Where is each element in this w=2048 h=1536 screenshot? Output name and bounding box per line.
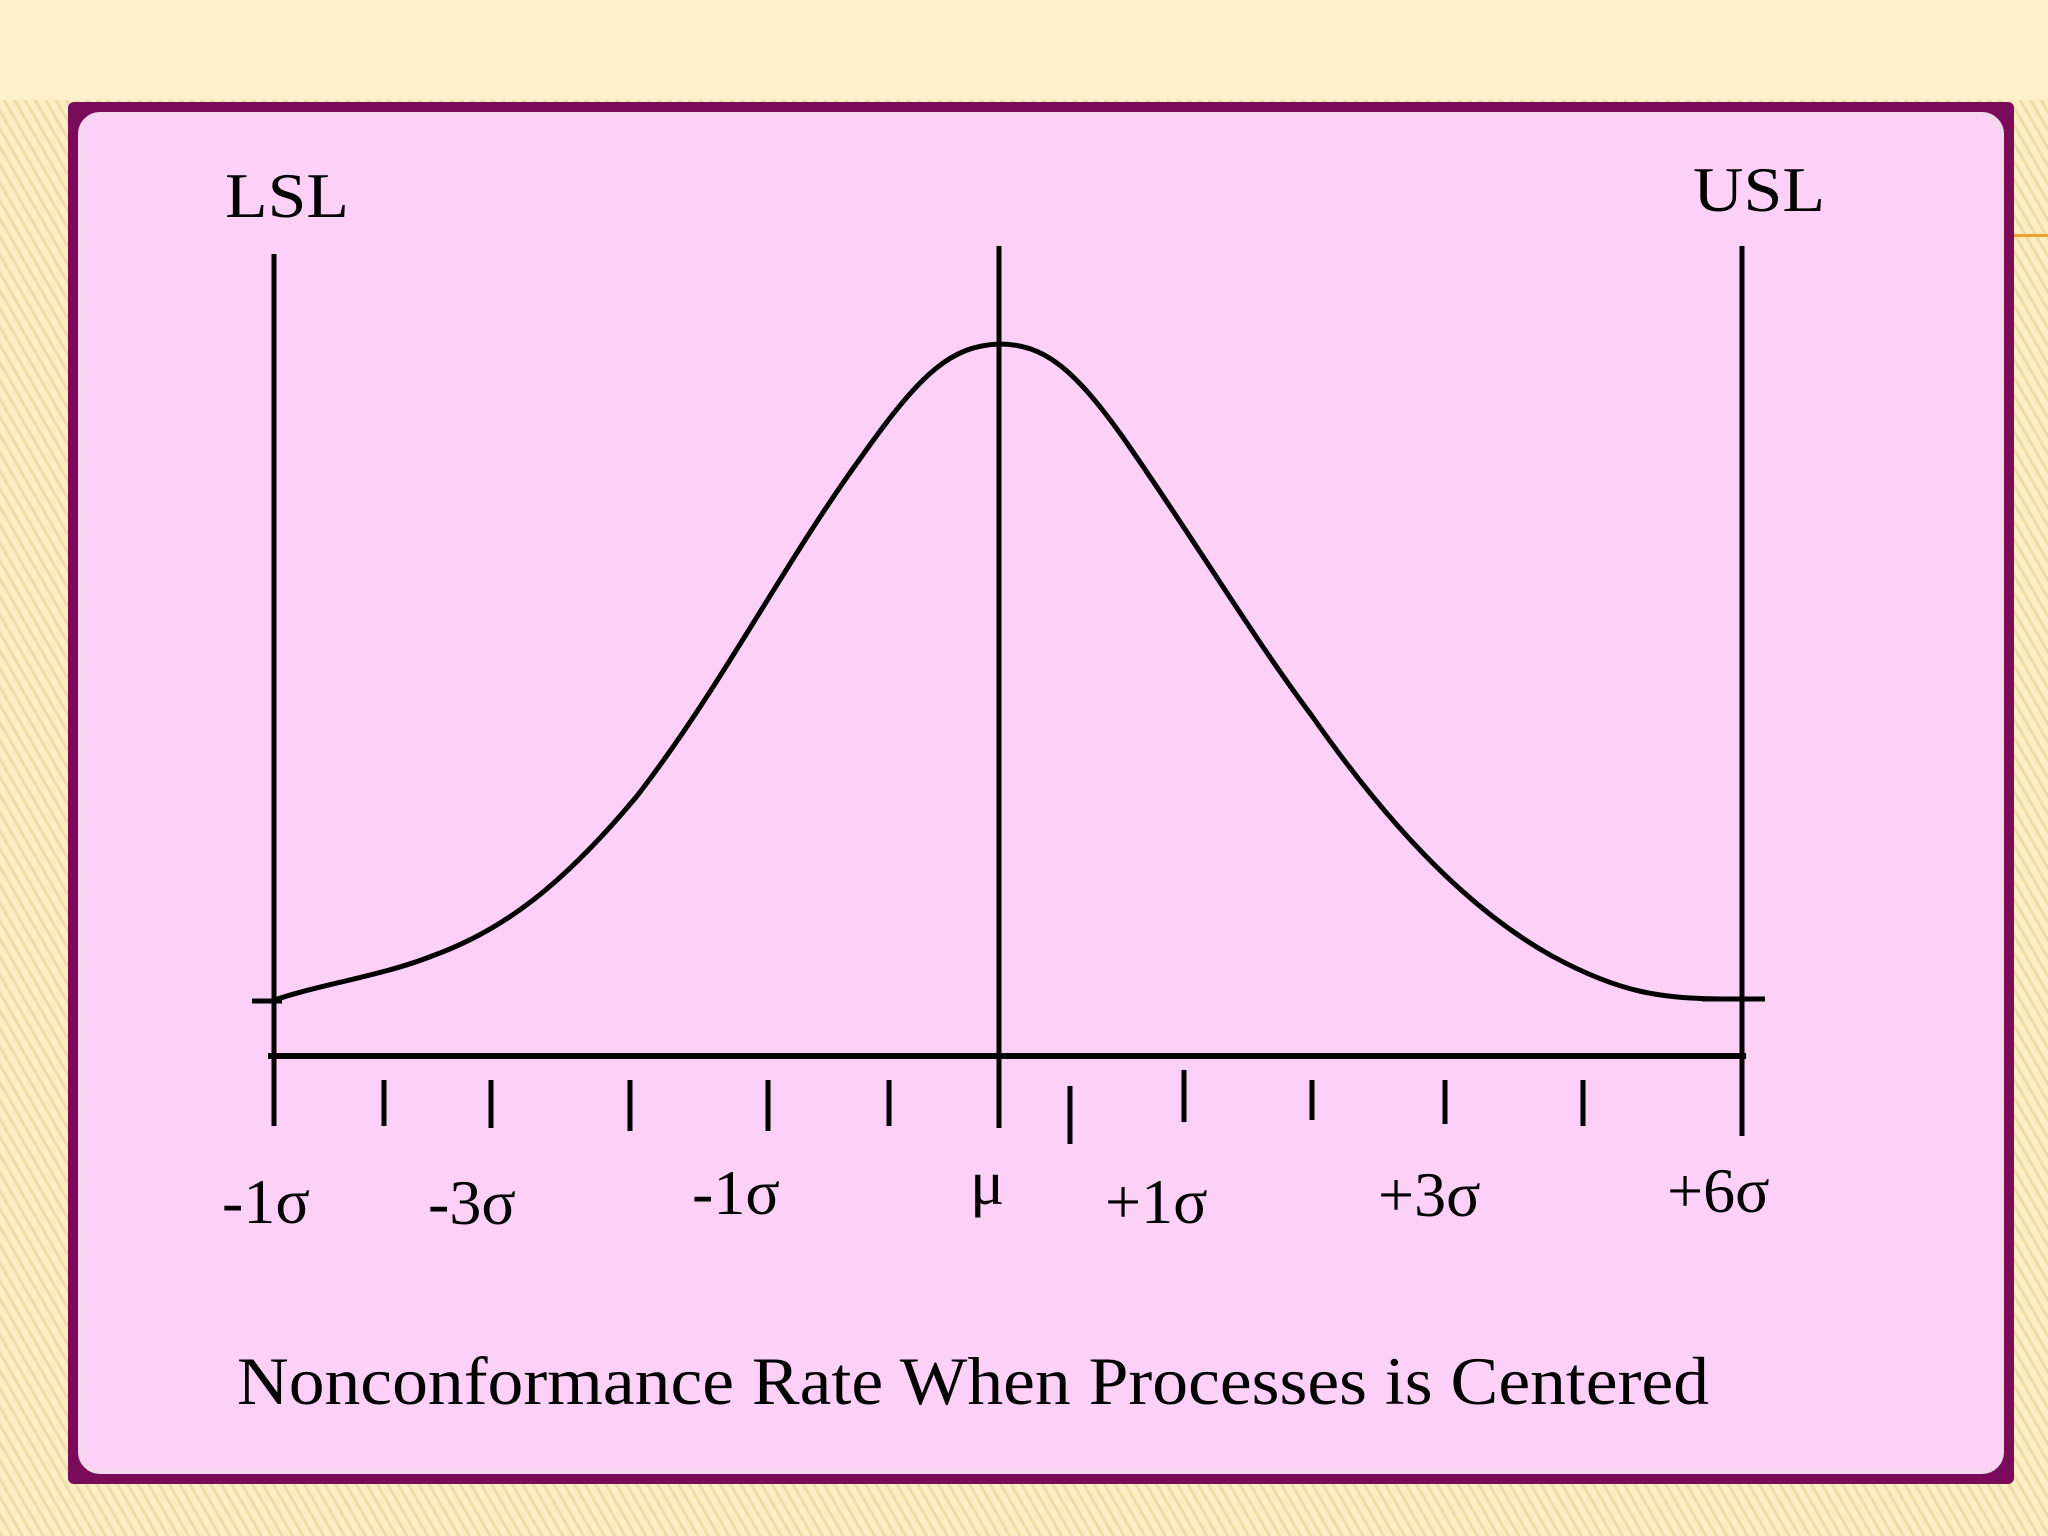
distribution-curve [269,341,1725,1004]
slide-top-band [0,0,2048,100]
usl-label: USL [1693,154,1825,225]
diagram-caption: Nonconformance Rate When Processes is Ce… [237,1343,1709,1419]
sigma-label-5: +3σ [1378,1159,1481,1230]
sigma-label-3: -1σ [692,1157,780,1228]
mean-label: μ [970,1147,1004,1218]
sigma-label-1: -1σ [222,1166,310,1237]
normal-distribution-diagram: LSL USL μ -1σ -3σ -1σ +1σ +3σ +6σ Noncon… [222,154,1825,1419]
sigma-label-4: +1σ [1105,1166,1208,1237]
figure-frame: LSL USL μ -1σ -3σ -1σ +1σ +3σ +6σ Noncon… [68,102,2014,1484]
lsl-label: LSL [225,160,349,231]
figure-panel: LSL USL μ -1σ -3σ -1σ +1σ +3σ +6σ Noncon… [78,112,2004,1474]
title-accent-rule [2012,234,2048,237]
sigma-label-2: -3σ [428,1167,516,1238]
sigma-label-6: +6σ [1667,1155,1770,1226]
